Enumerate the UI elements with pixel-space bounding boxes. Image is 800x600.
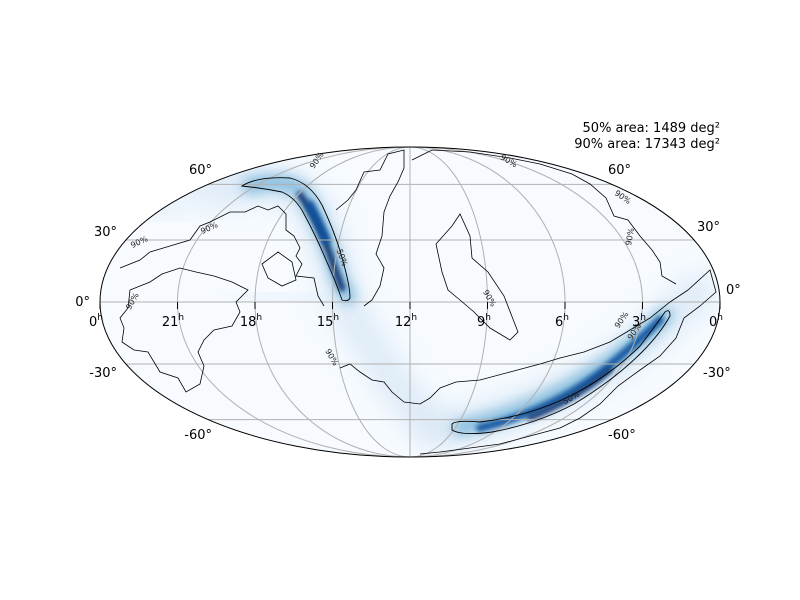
contour-50-region-north: [240, 177, 351, 302]
contour-label: 90%: [624, 227, 636, 246]
dec-label: 30°: [697, 220, 720, 235]
dec-label: 0°: [75, 295, 90, 310]
contour-50-percent: [240, 177, 671, 435]
contour-90-region-west: [119, 267, 249, 393]
ra-label: 21h: [162, 313, 184, 330]
contour-50-region-south: [451, 310, 671, 435]
contour-90-region-center: [335, 149, 405, 307]
contour-90-region-north: [119, 205, 325, 307]
ra-label: 18h: [240, 313, 262, 330]
area-50-label: 50% area: 1489 deg²: [583, 121, 720, 136]
ra-labels: 0h 21h 18h 15h 12h 9h 6h 3h 0h: [89, 313, 723, 330]
dec-labels-right: 60° 30° 0° -30° -60°: [608, 163, 741, 443]
ra-label: 3h: [632, 313, 646, 330]
dec-label: 0°: [726, 283, 741, 298]
contour-90-region-east-band: [411, 149, 677, 285]
dec-label: 30°: [94, 225, 117, 240]
ra-label: 6h: [555, 313, 569, 330]
ra-label: 9h: [477, 313, 491, 330]
ra-ticks: [99, 302, 721, 309]
ra-label: 15h: [317, 313, 339, 330]
dec-label: -30°: [89, 366, 117, 381]
contour-90-region-lower-middle: [339, 269, 717, 455]
dec-label: -60°: [608, 428, 636, 443]
dec-label: 60°: [608, 163, 631, 178]
ra-label: 0h: [89, 313, 103, 330]
dec-label: -30°: [703, 366, 731, 381]
contour-90-region-diamond: [435, 213, 519, 341]
area-90-label: 90% area: 17343 deg²: [574, 137, 720, 152]
ra-label: 12h: [395, 313, 417, 330]
dec-labels-left: 60° 30° 0° -30° -60°: [75, 163, 212, 443]
dec-label: 60°: [189, 163, 212, 178]
dec-label: -60°: [184, 428, 212, 443]
ra-label: 0h: [709, 313, 723, 330]
contour-90-percent: [119, 149, 717, 455]
credible-area-annotation: 50% area: 1489 deg² 90% area: 17343 deg²: [574, 121, 720, 152]
contour-90-region-small: [261, 251, 297, 287]
